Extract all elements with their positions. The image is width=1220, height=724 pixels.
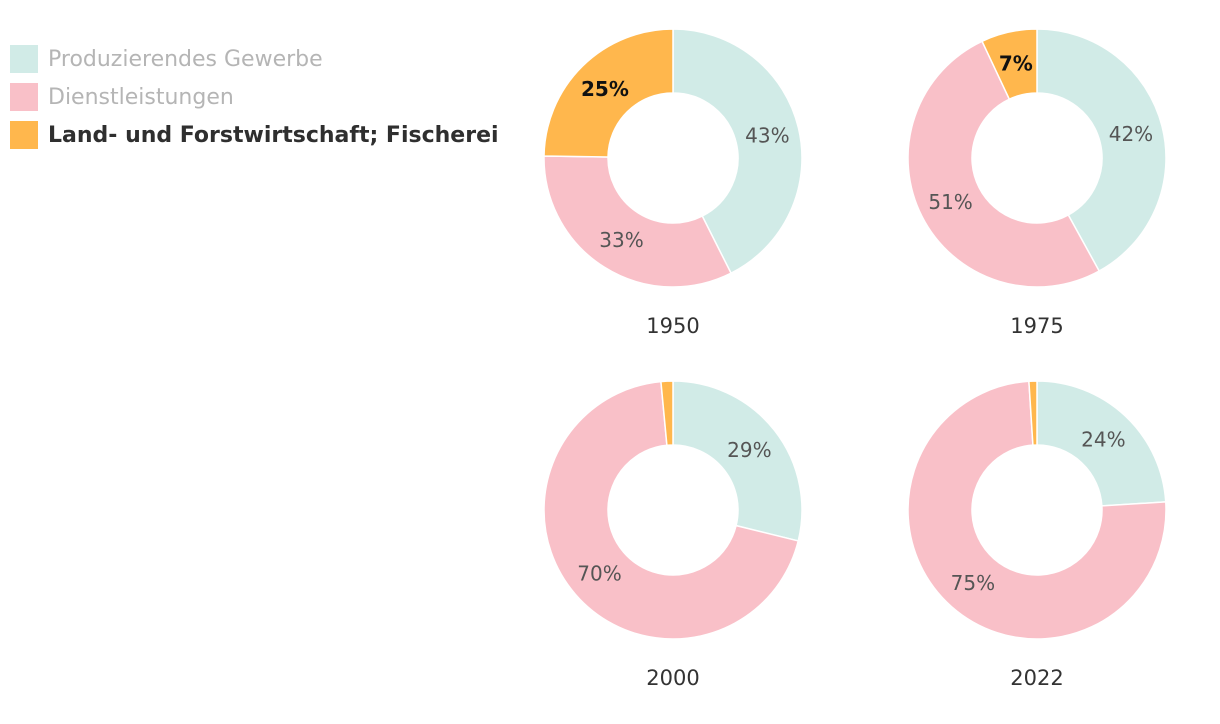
slice-label-2000-produzierendes-gewerbe: 29% bbox=[727, 438, 771, 462]
legend: Produzierendes Gewerbe Dienstleistungen … bbox=[10, 40, 499, 154]
slice-1975-landwirtschaft[interactable] bbox=[981, 28, 1038, 101]
slice-label-1975-dienstleistungen: 51% bbox=[928, 190, 972, 214]
slice-label-1950-landwirtschaft: 25% bbox=[581, 77, 629, 101]
slice-1975-produzierendes-gewerbe[interactable] bbox=[1036, 28, 1167, 273]
slice-label-2022-produzierendes-gewerbe: 24% bbox=[1081, 427, 1125, 451]
year-label-1975: 1975 bbox=[1010, 314, 1063, 338]
legend-label: Dienstleistungen bbox=[48, 84, 234, 110]
slice-label-1975-landwirtschaft: 7% bbox=[999, 51, 1033, 75]
slice-1950-landwirtschaft[interactable] bbox=[543, 28, 674, 158]
year-label-2000: 2000 bbox=[646, 666, 699, 690]
legend-label: Land- und Forstwirtschaft; Fischerei bbox=[48, 122, 499, 148]
slice-1950-dienstleistungen[interactable] bbox=[543, 155, 733, 288]
slice-1975-dienstleistungen[interactable] bbox=[907, 40, 1101, 288]
slice-label-2022-dienstleistungen: 75% bbox=[951, 571, 995, 595]
slice-2022-landwirtschaft[interactable] bbox=[1028, 380, 1038, 446]
slice-1950-produzierendes-gewerbe[interactable] bbox=[672, 28, 803, 275]
legend-swatch bbox=[10, 121, 38, 149]
slice-2022-produzierendes-gewerbe[interactable] bbox=[1036, 380, 1167, 507]
legend-item-dienstleistungen[interactable]: Dienstleistungen bbox=[10, 78, 499, 116]
year-label-1950: 1950 bbox=[646, 314, 699, 338]
slice-label-1950-dienstleistungen: 33% bbox=[599, 228, 643, 252]
slice-2000-produzierendes-gewerbe[interactable] bbox=[672, 380, 803, 542]
legend-label: Produzierendes Gewerbe bbox=[48, 46, 323, 72]
slice-label-1950-produzierendes-gewerbe: 43% bbox=[745, 124, 789, 148]
legend-item-produzierendes-gewerbe[interactable]: Produzierendes Gewerbe bbox=[10, 40, 499, 78]
slice-2000-landwirtschaft[interactable] bbox=[660, 380, 674, 447]
slice-label-2000-dienstleistungen: 70% bbox=[577, 561, 621, 585]
legend-item-landwirtschaft[interactable]: Land- und Forstwirtschaft; Fischerei bbox=[10, 116, 499, 154]
legend-swatch bbox=[10, 45, 38, 73]
legend-swatch bbox=[10, 83, 38, 111]
year-label-2022: 2022 bbox=[1010, 666, 1063, 690]
slice-label-1975-produzierendes-gewerbe: 42% bbox=[1109, 122, 1153, 146]
slice-2022-dienstleistungen[interactable] bbox=[907, 380, 1167, 640]
slice-2000-dienstleistungen[interactable] bbox=[543, 380, 800, 640]
